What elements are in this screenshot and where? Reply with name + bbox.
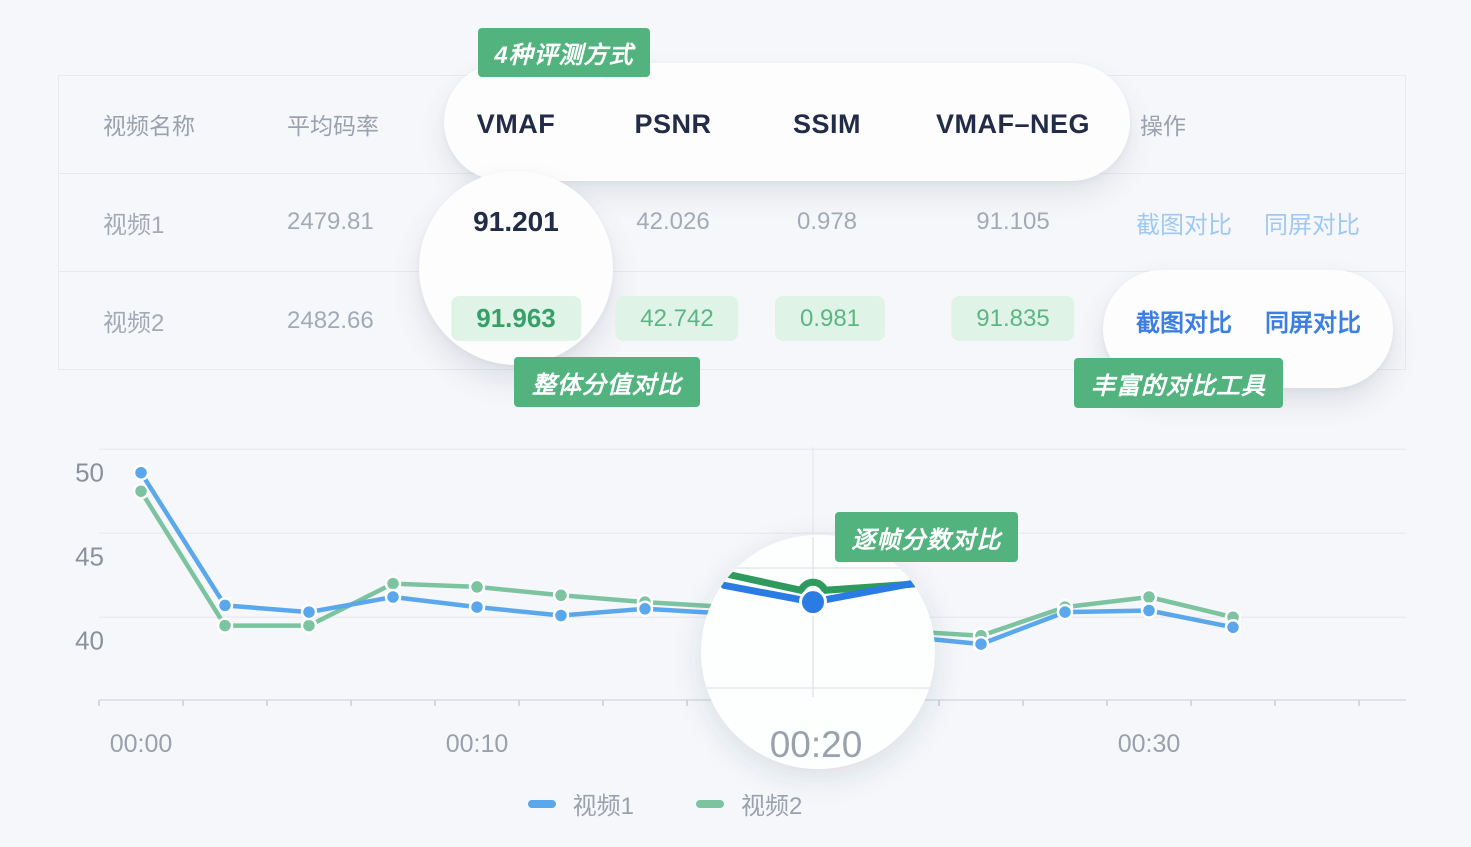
series-line-视频1 [138,470,1236,647]
video1-screenshot-compare-link[interactable]: 截图对比 [1136,211,1232,239]
y-tick-label: 45 [75,542,104,572]
legend-item-video2[interactable]: 视频2 [696,786,802,821]
video2-same-screen-compare-link[interactable]: 同屏对比 [1265,310,1361,337]
data-point [468,578,486,596]
lens-x-label: 00:20 [770,724,863,765]
data-point [552,587,570,604]
data-point [384,575,402,592]
lens-line-视频2 [720,570,924,595]
data-point [300,617,318,634]
callout-overall-score-compare: 整体分值对比 [514,357,700,407]
table-row-divider [59,271,1405,272]
vmaf-line-chart: 50 45 40 00:00 00:10 00:30 00:20 [0,420,1471,847]
legend-item-video1[interactable]: 视频1 [527,786,634,821]
x-tick-label: 00:10 [446,730,509,758]
callout-rich-compare-tools: 丰富的对比工具 [1074,358,1283,408]
chart-svg: 50 45 40 00:00 00:10 00:30 00:20 [75,447,1406,769]
data-point [132,482,150,500]
data-point [216,597,234,614]
column-header-vmaf: VMAF [476,108,556,139]
data-point [1140,588,1158,606]
video1-ssim-score: 0.978 [796,208,858,235]
video2-vmaf-neg-score-badge: 91.835 [951,296,1075,341]
data-point [300,603,318,621]
video1-bitrate: 2479.81 [287,208,374,235]
lens-highlight-point [799,588,827,617]
series-line-视频2 [138,488,1236,638]
data-point [636,600,654,618]
legend-label-video1: 视频1 [572,793,634,820]
chart-legend: 视频1 视频2 [0,786,1330,821]
data-point [216,617,234,634]
data-point [132,464,150,481]
callout-per-frame-score-compare: 逐帧分数对比 [835,512,1018,562]
column-header-vmaf-neg: VMAF–NEG [935,108,1091,139]
metrics-header-highlight [444,63,1130,181]
video2-ssim-score-badge: 0.981 [774,296,886,341]
column-header-ssim: SSIM [792,108,862,139]
data-point [972,635,990,653]
video2-vmaf-score-badge: 91.963 [451,296,581,341]
data-point [1224,619,1242,636]
x-tick-label: 00:30 [1118,730,1181,758]
legend-dash-video1 [527,799,556,808]
data-point [384,588,402,606]
y-tick-label: 50 [75,458,104,488]
y-tick-label: 40 [75,626,104,656]
column-header-bitrate: 平均码率 [287,113,379,139]
legend-dash-video2 [696,799,724,808]
x-tick-label: 00:00 [110,730,173,758]
column-header-psnr: PSNR [634,108,712,139]
video2-psnr-score-badge: 42.742 [615,296,739,341]
column-header-video-name: 视频名称 [103,113,195,139]
callout-four-evaluation-methods: 4种评测方式 [478,28,650,77]
data-point [1056,603,1074,621]
video2-name: 视频2 [103,310,165,337]
data-point [468,598,486,616]
legend-label-video2: 视频2 [741,793,803,820]
data-point [552,607,570,624]
column-header-actions: 操作 [1140,113,1186,139]
video2-screenshot-compare-link[interactable]: 截图对比 [1136,310,1232,337]
video1-psnr-score: 42.026 [636,208,710,235]
video2-bitrate: 2482.66 [287,306,374,334]
video1-vmaf-neg-score: 91.105 [976,208,1050,235]
video1-name: 视频1 [103,211,165,239]
data-point [1140,602,1158,619]
video1-vmaf-score: 91.201 [473,206,559,237]
video1-same-screen-compare-link[interactable]: 同屏对比 [1264,211,1360,239]
